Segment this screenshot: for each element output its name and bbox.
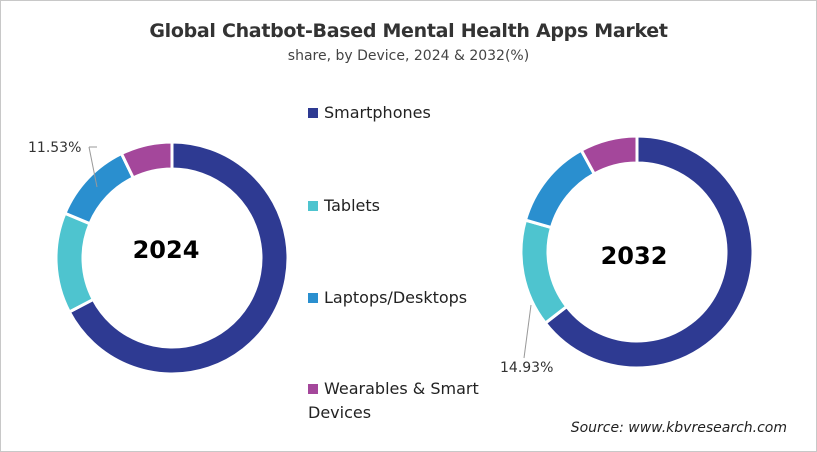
- callout-line-2024-b: [88, 146, 98, 188]
- legend-swatch: [308, 384, 318, 394]
- legend-item-wearables: Wearables & Smart Devices: [308, 377, 498, 425]
- legend-label: Wearables & Smart Devices: [308, 379, 479, 422]
- center-label-2032: 2032: [601, 242, 668, 270]
- callout-line-2032: [523, 304, 532, 359]
- legend-swatch: [308, 201, 318, 211]
- slice-2032-laptops-desktops: [523, 148, 597, 230]
- slice-2032-tablets: [519, 218, 569, 326]
- slice-2032-smartphones: [543, 134, 755, 370]
- legend-label: Smartphones: [324, 103, 431, 122]
- legend-swatch: [308, 108, 318, 118]
- chart-subtitle: share, by Device, 2024 & 2032(%): [287, 48, 530, 64]
- source-note: Source: www.kbvresearch.com: [570, 420, 787, 436]
- slice-2024-tablets: [54, 211, 96, 314]
- data-label-2024-laptops: 11.53%: [28, 140, 81, 156]
- legend-label: Laptops/Desktops: [324, 288, 468, 307]
- chart-title: Global Chatbot-Based Mental Health Apps …: [149, 20, 668, 42]
- slice-2024-smartphones: [67, 140, 290, 376]
- legend-swatch: [308, 293, 318, 303]
- donut-2024: [54, 140, 290, 376]
- legend-item-smartphones: Smartphones: [308, 101, 431, 125]
- slice-2024-laptops-desktops: [63, 151, 136, 226]
- center-label-2024: 2024: [133, 236, 200, 264]
- slice-2024-wearables-smart-devices: [119, 140, 174, 180]
- legend-item-tablets: Tablets: [308, 194, 380, 218]
- donut-2032: [519, 134, 755, 370]
- slice-2032-wearables-smart-devices: [579, 134, 639, 176]
- legend-label: Tablets: [324, 196, 380, 215]
- legend-item-laptops: Laptops/Desktops: [308, 286, 467, 310]
- data-label-2032-tablets: 14.93%: [500, 360, 553, 376]
